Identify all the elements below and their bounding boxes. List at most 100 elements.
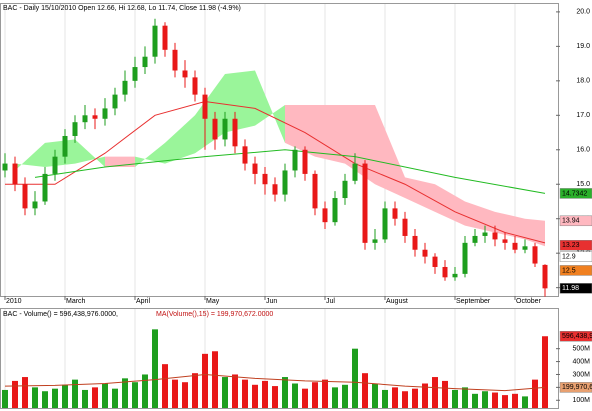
candle-body [442, 266, 448, 278]
volume-bar [262, 380, 268, 408]
cloud-segment [135, 142, 165, 168]
volume-bar [222, 377, 228, 408]
candle-body [472, 235, 478, 243]
volume-bar [392, 387, 398, 408]
volume-bar [2, 389, 8, 408]
candle-body [52, 156, 58, 174]
volume-bar [32, 387, 38, 408]
candle-body [102, 108, 108, 119]
volume-bar [282, 377, 288, 408]
volume-bar [322, 379, 328, 408]
volume-bar [412, 388, 418, 408]
candle-body [262, 173, 268, 185]
volume-bar [12, 380, 18, 408]
cloud-segment [75, 139, 105, 168]
candle-body [162, 25, 168, 50]
candle-body [402, 218, 408, 236]
y-tick-label: 17.0 [576, 112, 590, 119]
candle-body [452, 273, 458, 278]
cloud-segment [45, 139, 75, 168]
candle-body [302, 149, 308, 174]
candle-body [192, 77, 198, 95]
volume-bar [192, 373, 198, 408]
volume-bar [352, 348, 358, 408]
candle-body [312, 173, 318, 209]
volume-bar [382, 389, 388, 408]
x-tick-label: September [456, 298, 491, 305]
candle-body [32, 201, 38, 209]
volume-bar [272, 386, 278, 408]
price-flag [559, 215, 592, 227]
price-flag [559, 188, 592, 199]
price-title: BAC - Daily 15/10/2010 Open 12.66, Hi 12… [3, 5, 241, 12]
candle-body [412, 235, 418, 250]
candle-body [372, 239, 378, 243]
x-tick-label: April [136, 298, 150, 305]
volume-bar [82, 389, 88, 408]
y-tick-label: 100M [572, 397, 590, 404]
volume-bar [332, 387, 338, 408]
candle-body [352, 163, 358, 181]
volume-bar [472, 393, 478, 408]
candle-body [342, 180, 348, 199]
candle-body [492, 232, 498, 240]
price-flag-label: 12.9 [562, 253, 576, 260]
candle-body [272, 184, 278, 195]
candle-body [462, 242, 468, 274]
volume-bar [442, 380, 448, 408]
candle-body [212, 118, 218, 140]
candle-body [512, 242, 518, 250]
y-tick-label: 15.0 [576, 181, 590, 188]
volume-bar [432, 377, 438, 408]
y-tick-label: 500M [572, 346, 590, 353]
volume-bar [22, 377, 28, 408]
volume-bar [422, 383, 428, 408]
candle-body [252, 163, 258, 174]
volume-bar [362, 373, 368, 408]
volume-bar [402, 391, 408, 408]
volume-bar [532, 379, 538, 408]
candle-body [482, 232, 488, 236]
volume-ma-title: MA(Volume(),15) = 199,970,672.0000 [156, 311, 273, 318]
x-tick-label: Jul [326, 298, 335, 305]
y-tick-label: 19.0 [576, 43, 590, 50]
volume-bar [92, 387, 98, 408]
cloud-segment [405, 177, 435, 212]
candle-body [242, 146, 248, 164]
volume-bar [342, 384, 348, 408]
candle-body [502, 239, 508, 243]
candle-body [172, 49, 178, 71]
x-tick-label: March [66, 298, 86, 305]
moving-average-line [34, 149, 546, 194]
candle-body [232, 118, 238, 147]
price-flag [559, 382, 592, 393]
candle-body [2, 163, 8, 171]
x-tick-label: May [206, 298, 220, 305]
x-tick-label: 2010 [6, 298, 22, 305]
price-flag [559, 330, 592, 342]
x-tick-label: August [386, 298, 408, 305]
candle-body [82, 115, 88, 123]
volume-bar [182, 382, 188, 408]
volume-bar [512, 393, 518, 408]
candle-body [332, 198, 338, 223]
volume-bar [112, 388, 118, 408]
candle-body [132, 67, 138, 81]
y-tick-label: 20.0 [576, 9, 590, 16]
candle-body [122, 80, 128, 95]
volume-bar [502, 395, 508, 408]
price-flag-label: 14.7342 [562, 190, 587, 197]
candle-body [42, 173, 48, 202]
volume-bar [142, 374, 148, 408]
cloud-segment [225, 70, 255, 133]
candle-body [422, 249, 428, 257]
cloud-segment [435, 184, 465, 226]
candle-body [542, 264, 548, 289]
candle-body [292, 149, 298, 171]
price-flag-label: 596,438,976 [562, 333, 592, 340]
volume-bar [202, 353, 208, 408]
price-flag [559, 265, 592, 276]
candle-body [92, 115, 98, 119]
volume-bar [542, 336, 548, 408]
volume-bar [72, 379, 78, 408]
